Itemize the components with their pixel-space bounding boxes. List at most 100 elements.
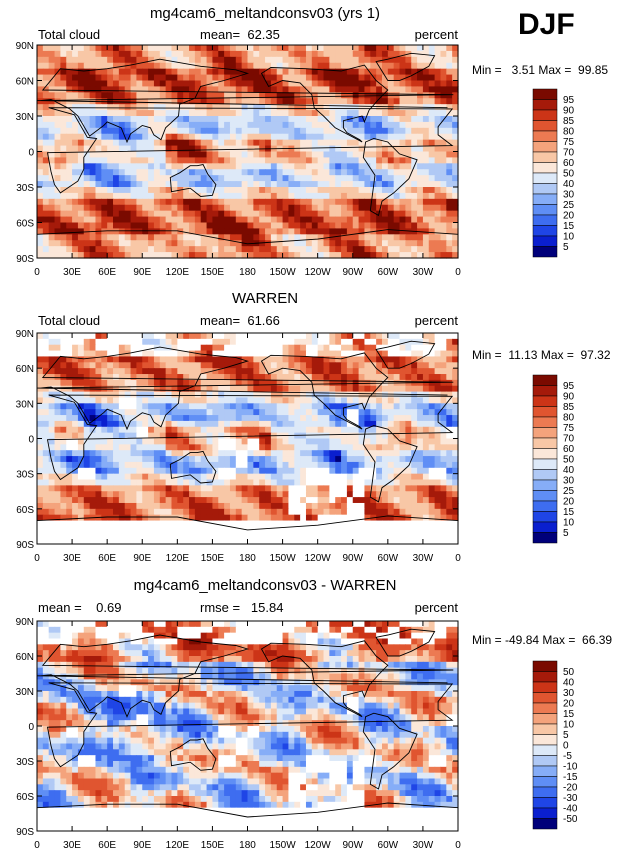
map-cell — [189, 397, 196, 404]
map-cell — [376, 204, 383, 212]
map-cell — [189, 121, 196, 129]
map-cell — [72, 222, 79, 230]
map-cell — [101, 80, 108, 88]
map-cell — [305, 127, 313, 135]
map-cell — [294, 426, 301, 434]
map-cell — [422, 397, 430, 404]
map-cell — [422, 350, 430, 358]
map-cell — [376, 456, 383, 463]
map-cell — [89, 234, 97, 241]
map-cell — [113, 169, 120, 176]
map-cell — [42, 222, 50, 230]
map-cell — [148, 491, 155, 498]
map-cell — [37, 68, 44, 76]
map-cell — [83, 438, 91, 445]
map-cell — [136, 50, 143, 58]
map-cell — [247, 497, 254, 504]
map-cell — [282, 444, 290, 451]
map-cell — [77, 356, 85, 363]
map-cell — [346, 56, 354, 64]
map-cell — [346, 497, 354, 504]
map-cell — [270, 151, 278, 159]
map-cell — [288, 68, 295, 76]
map-cell — [77, 444, 85, 451]
map-cell — [335, 497, 342, 504]
map-cell — [118, 68, 126, 76]
map-cell — [300, 127, 307, 135]
map-cell — [376, 175, 383, 182]
map-cell — [136, 204, 143, 212]
map-cell — [101, 397, 108, 404]
map-cell — [446, 175, 453, 182]
map-cell — [265, 62, 272, 70]
map-cell — [358, 508, 366, 516]
map-cell — [171, 121, 178, 129]
map-cell — [60, 479, 67, 486]
map-cell — [346, 450, 354, 457]
map-cell — [95, 362, 102, 369]
map-cell — [218, 391, 225, 399]
map-cell — [77, 403, 85, 410]
map-cell — [165, 62, 173, 70]
map-cell — [399, 45, 406, 52]
map-cell — [183, 139, 190, 147]
map-cell — [89, 432, 97, 440]
map-cell — [428, 175, 436, 182]
map-cell — [387, 139, 395, 147]
map-cell — [113, 508, 120, 516]
map-cell — [294, 252, 301, 259]
map-cell — [346, 80, 354, 88]
map-cell — [317, 169, 325, 176]
map-cell — [95, 133, 102, 141]
map-cell — [72, 491, 79, 498]
map-cell — [148, 110, 155, 117]
map-cell — [95, 420, 102, 428]
map-cell — [48, 210, 56, 218]
map-cell — [323, 415, 330, 422]
map-cell — [77, 456, 85, 463]
map-cell — [288, 362, 295, 369]
map-cell — [142, 169, 149, 176]
map-cell — [136, 502, 143, 510]
map-cell — [148, 116, 155, 123]
map-cell — [346, 374, 354, 381]
map-cell — [60, 403, 67, 410]
map-cell — [417, 98, 424, 105]
map-cell — [276, 338, 284, 346]
map-cell — [165, 210, 173, 218]
map-cell — [66, 379, 73, 387]
map-cell — [300, 438, 307, 445]
map-cell — [294, 98, 301, 105]
map-cell — [376, 80, 383, 88]
map-cell — [183, 133, 190, 141]
map-cell — [253, 379, 260, 387]
map-cell — [118, 169, 126, 176]
map-cell — [37, 169, 44, 176]
map-cell — [194, 121, 202, 129]
map-cell — [294, 222, 301, 230]
map-cell — [452, 356, 459, 363]
map-cell — [189, 45, 196, 52]
map-cell — [387, 338, 395, 346]
map-cell — [113, 62, 120, 70]
map-cell — [77, 379, 85, 387]
map-cell — [411, 157, 418, 164]
map-cell — [159, 333, 167, 340]
map-cell — [346, 420, 354, 428]
map-cell — [171, 514, 178, 522]
map-cell — [165, 497, 173, 504]
map-cell — [72, 461, 79, 469]
map-cell — [265, 204, 272, 212]
map-cell — [417, 74, 424, 82]
map-cell — [54, 74, 61, 82]
map-cell — [83, 502, 91, 510]
map-cell — [411, 127, 418, 135]
map-cell — [446, 362, 453, 369]
map-cell — [60, 240, 67, 247]
map-cell — [440, 228, 447, 235]
map-cell — [270, 192, 278, 200]
map-cell — [323, 444, 330, 451]
map-cell — [101, 157, 108, 164]
map-cell — [101, 45, 108, 52]
map-cell — [434, 181, 442, 188]
